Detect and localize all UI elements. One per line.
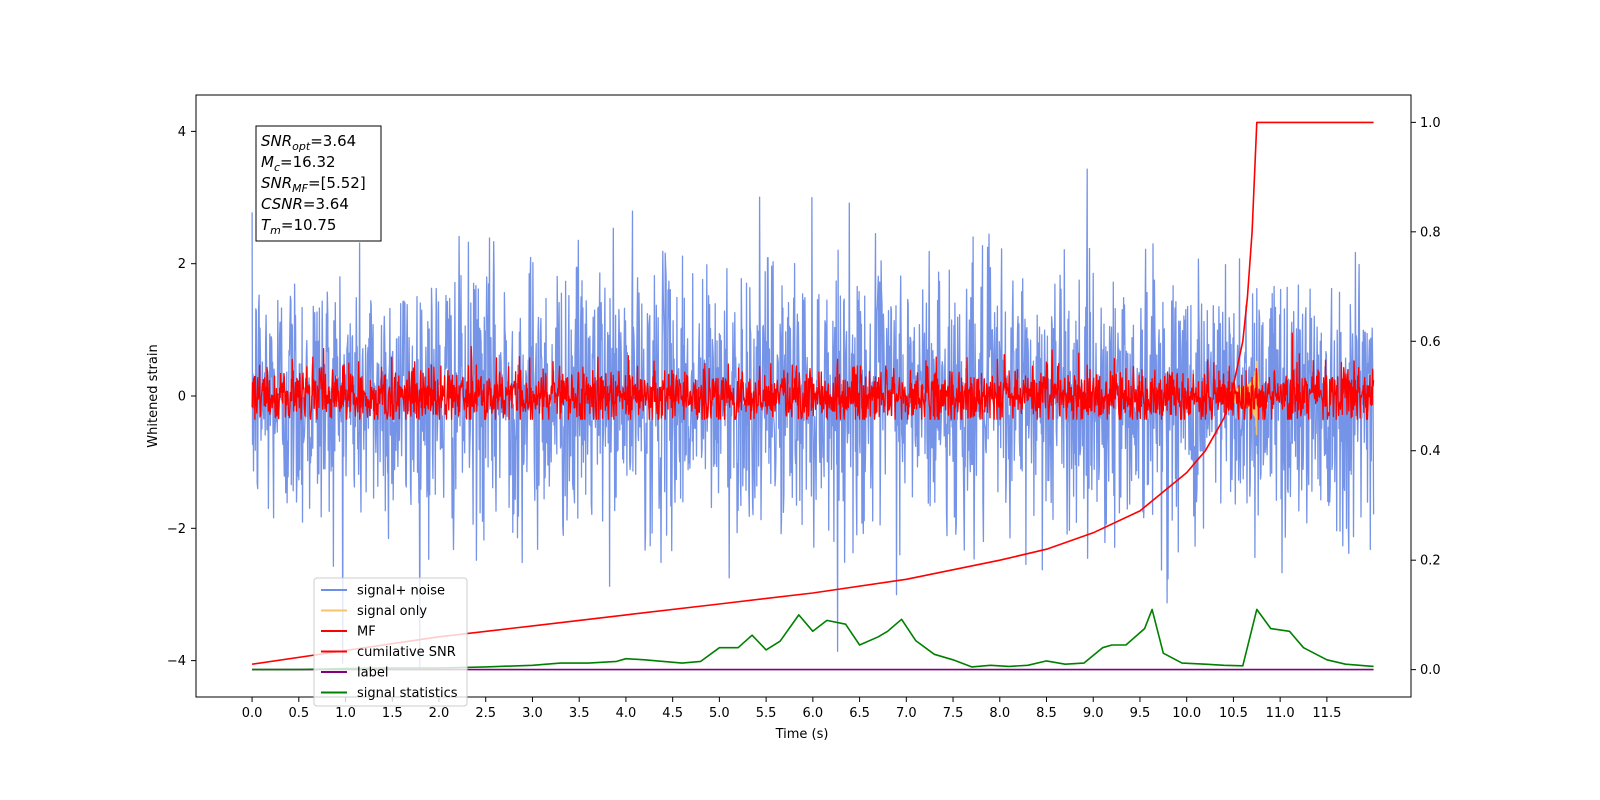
legend-label: signal statistics xyxy=(357,686,458,701)
legend-label: label xyxy=(357,666,388,681)
axes-layer: 0.0 0.5 1.0 1.5 2.0 2.5 3.0 3.5 4.0 4.5 5.0 5.5 6.0 6… xyxy=(167,116,1441,721)
x-tick-label: 9.0 xyxy=(1083,706,1104,721)
x-tick-label: 8.5 xyxy=(1036,706,1057,721)
legend-label: signal only xyxy=(357,604,427,619)
legend: signal+ noise signal only MF cumilative SNR… xyxy=(313,577,468,707)
legend-label: MF xyxy=(357,625,376,640)
x-tick-label: 10.5 xyxy=(1219,706,1248,721)
annotation-frame xyxy=(255,125,382,242)
y2-tick-label: 0.6 xyxy=(1420,335,1441,350)
y2-tick-label: 0.0 xyxy=(1420,663,1441,678)
x-tick-label: 1.5 xyxy=(382,706,403,721)
annotation-line: Mc=16.32 xyxy=(261,153,336,174)
x-tick-label: 7.5 xyxy=(943,706,964,721)
y2-tick-label: 0.4 xyxy=(1420,444,1441,459)
x-tick-label: 11.5 xyxy=(1312,706,1341,721)
x-axis-label: Time (s) xyxy=(775,727,829,742)
legend-label: cumilative SNR xyxy=(357,645,456,660)
y2-tick-label: 0.8 xyxy=(1420,225,1441,240)
x-tick-label: 2.5 xyxy=(475,706,496,721)
x-tick-label: 7.0 xyxy=(896,706,917,721)
x-tick-label: 0.5 xyxy=(288,706,309,721)
y-tick-label: 4 xyxy=(178,125,186,140)
y2-tick-label: 1.0 xyxy=(1420,116,1441,131)
y2-tick-label: 0.2 xyxy=(1420,554,1441,569)
annotation-box: SNRopt=3.64Mc=16.32SNRMF=[5.52]CSNR=3.64… xyxy=(255,125,382,242)
annotation-line: CSNR=3.64 xyxy=(261,195,349,213)
x-tick-label: 0.0 xyxy=(242,706,263,721)
x-tick-label: 3.0 xyxy=(522,706,543,721)
x-tick-label: 11.0 xyxy=(1266,706,1295,721)
x-tick-label: 5.0 xyxy=(709,706,730,721)
y-axis-label: Whitened strain xyxy=(146,344,161,447)
x-tick-label: 5.5 xyxy=(756,706,777,721)
y-tick-label: 0 xyxy=(178,390,186,405)
x-tick-label: 9.5 xyxy=(1130,706,1151,721)
x-tick-label: 3.5 xyxy=(569,706,590,721)
y-tick-label: −2 xyxy=(167,522,186,537)
x-tick-label: 1.0 xyxy=(335,706,356,721)
x-tick-label: 6.0 xyxy=(803,706,824,721)
series-signal-noise xyxy=(251,168,1375,668)
y-tick-label: −4 xyxy=(167,654,186,669)
legend-frame xyxy=(313,577,468,707)
x-tick-label: 6.5 xyxy=(849,706,870,721)
x-tick-label: 4.5 xyxy=(662,706,683,721)
annotation-line: Tm=10.75 xyxy=(261,216,336,237)
annotation-line: SNRMF=[5.52] xyxy=(261,174,366,195)
x-tick-label: 10.0 xyxy=(1172,706,1201,721)
legend-label: signal+ noise xyxy=(357,584,445,599)
y-tick-label: 2 xyxy=(178,257,186,272)
series-mf xyxy=(251,332,1375,420)
series-signal-statistics xyxy=(252,608,1374,671)
x-tick-label: 2.0 xyxy=(429,706,450,721)
series-cumilative-snr xyxy=(251,121,1374,665)
x-tick-label: 4.0 xyxy=(616,706,637,721)
x-tick-label: 8.0 xyxy=(989,706,1010,721)
annotation-line: SNRopt=3.64 xyxy=(261,132,356,153)
